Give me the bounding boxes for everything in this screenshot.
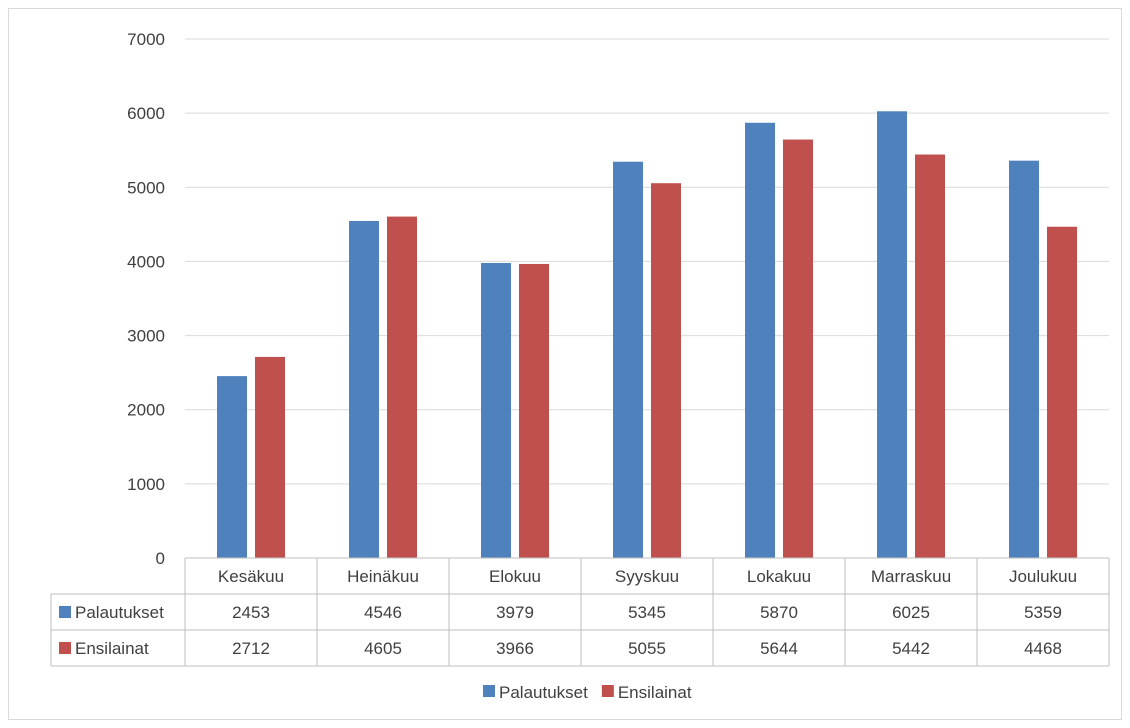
- bar-palautukset: [349, 220, 379, 558]
- data-label: 2712: [232, 639, 270, 658]
- x-category-label: Elokuu: [489, 567, 541, 586]
- data-label: 4605: [364, 639, 402, 658]
- data-label: 6025: [892, 603, 930, 622]
- bar-palautukset: [481, 262, 511, 558]
- bar-ensilainat: [1047, 226, 1077, 558]
- chart-frame: 0 1000 2000 3000 4000 5000 6000 7000 Kesäkuu Hei…: [8, 8, 1122, 720]
- bar-palautukset: [877, 111, 907, 559]
- data-table: Kesäkuu Heinäkuu Elokuu Syyskuu Lokakuu Marra…: [50, 557, 1110, 667]
- clustered-bar-chart: 0 1000 2000 3000 4000 5000 6000 7000 Kesäkuu Hei…: [50, 30, 1110, 702]
- bar-ensilainat: [651, 183, 681, 558]
- data-label: 5055: [628, 639, 666, 658]
- legend-label: Ensilainat: [618, 683, 692, 702]
- data-label: 5442: [892, 639, 930, 658]
- table-series-label: Ensilainat: [75, 639, 149, 658]
- data-label: 3979: [496, 603, 534, 622]
- legend-key-ensilainat: [601, 685, 614, 697]
- y-axis-tick-labels: 0 1000 2000 3000 4000 5000 6000 7000: [127, 30, 165, 568]
- y-tick-label: 2000: [127, 401, 165, 420]
- data-label: 4546: [364, 603, 402, 622]
- bar-palautukset: [1009, 160, 1039, 558]
- bar-palautukset: [745, 122, 775, 558]
- y-tick-label: 7000: [127, 30, 165, 49]
- table-series-label: Palautukset: [75, 603, 164, 622]
- x-category-label: Lokakuu: [747, 567, 811, 586]
- data-label: 2453: [232, 603, 270, 622]
- table-legend-key: [59, 606, 71, 618]
- gridlines: [185, 38, 1109, 485]
- bar-ensilainat: [519, 263, 549, 558]
- bar-ensilainat: [783, 139, 813, 558]
- data-label: 5359: [1024, 603, 1062, 622]
- bar-ensilainat: [915, 154, 945, 558]
- x-category-label: Heinäkuu: [347, 567, 419, 586]
- legend-label: Palautukset: [499, 683, 588, 702]
- x-category-label: Kesäkuu: [218, 567, 284, 586]
- legend-key-palautukset: [483, 685, 495, 697]
- bar-ensilainat: [387, 216, 417, 558]
- data-label: 5644: [760, 639, 798, 658]
- y-tick-label: 5000: [127, 178, 165, 197]
- x-category-label: Joulukuu: [1009, 567, 1077, 586]
- x-category-label: Marraskuu: [871, 567, 951, 586]
- y-tick-label: 3000: [127, 327, 165, 346]
- legend: Palautukset Ensilainat: [483, 683, 692, 702]
- y-tick-label: 6000: [127, 104, 165, 123]
- data-label: 5345: [628, 603, 666, 622]
- y-tick-label: 0: [156, 549, 165, 568]
- data-label: 5870: [760, 603, 798, 622]
- bars: [217, 111, 1077, 559]
- y-tick-label: 4000: [127, 252, 165, 271]
- x-category-label: Syyskuu: [615, 567, 679, 586]
- data-label: 3966: [496, 639, 534, 658]
- data-label: 4468: [1024, 639, 1062, 658]
- y-tick-label: 1000: [127, 475, 165, 494]
- bar-palautukset: [217, 376, 247, 558]
- bar-ensilainat: [255, 356, 285, 558]
- table-legend-key: [59, 642, 71, 654]
- bar-palautukset: [613, 161, 643, 558]
